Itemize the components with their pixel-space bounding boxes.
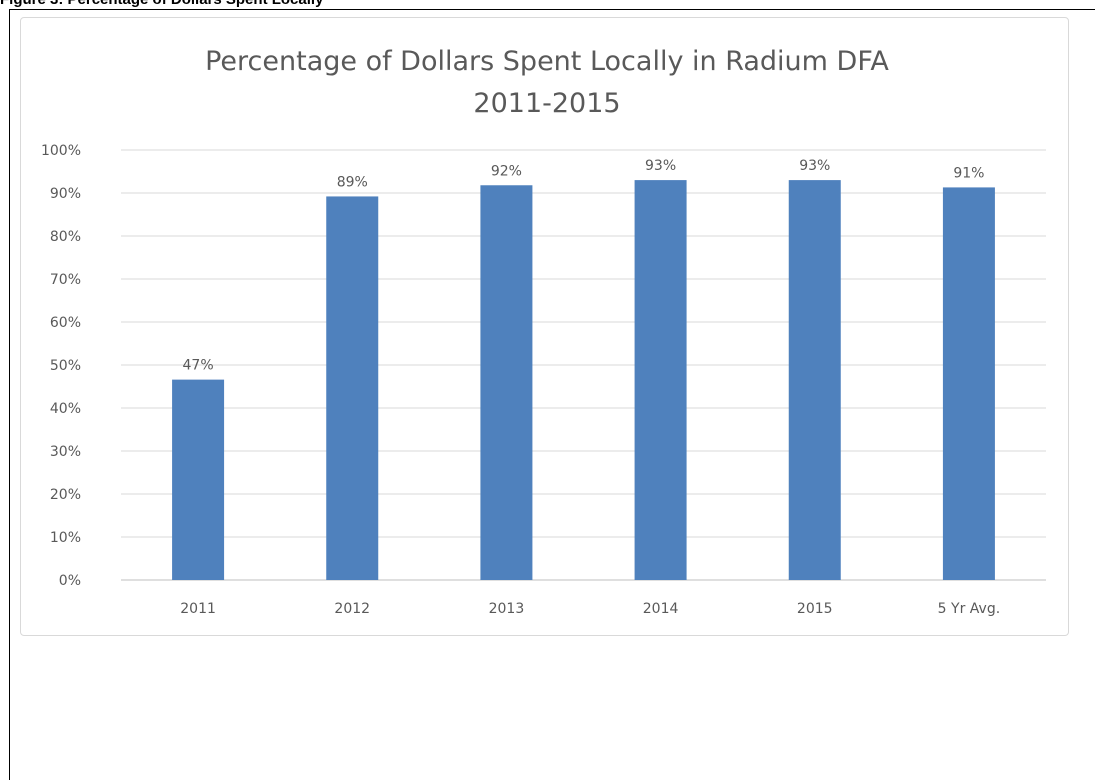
data-label: 93% [645, 158, 676, 174]
document-heading: Figure 3: Percentage of Dollars Spent Lo… [0, 0, 1097, 8]
bar [942, 187, 995, 580]
chart-subtitle: 2011-2015 [473, 88, 620, 119]
bar [634, 180, 687, 580]
y-tick-label: 80% [50, 229, 81, 245]
y-tick-label: 50% [50, 358, 81, 374]
data-label: 89% [337, 174, 368, 190]
y-tick-label: 70% [50, 272, 81, 288]
x-tick-label: 2012 [334, 601, 370, 617]
x-tick-label: 2014 [643, 601, 679, 617]
data-label: 93% [799, 158, 830, 174]
x-tick-label: 2015 [797, 601, 833, 617]
y-tick-label: 0% [59, 573, 81, 589]
x-tick-label: 5 Yr Avg. [938, 601, 1001, 617]
bar [480, 185, 533, 580]
data-labels: 47% 89% 92% 93% 93% 91% [183, 158, 985, 374]
chart-title: Percentage of Dollars Spent Locally in R… [205, 46, 889, 77]
y-tick-label: 100% [41, 143, 81, 159]
page-frame [9, 9, 1095, 780]
y-axis-ticks: 0% 10% 20% 30% 40% 50% 60% 70% 80% 90% 100% [41, 143, 81, 589]
x-tick-label: 2013 [489, 601, 525, 617]
chart-container: Percentage of Dollars Spent Locally in R… [20, 17, 1069, 636]
data-label: 92% [491, 163, 522, 179]
y-tick-label: 20% [50, 487, 81, 503]
data-label: 47% [183, 358, 214, 374]
x-axis-ticks: 2011 2012 2013 2014 2015 5 Yr Avg. [180, 601, 1000, 617]
bars [172, 180, 995, 580]
y-tick-label: 10% [50, 530, 81, 546]
data-label: 91% [953, 165, 984, 181]
bar [788, 180, 841, 580]
y-tick-label: 90% [50, 186, 81, 202]
bar [326, 196, 379, 580]
bar [172, 379, 225, 580]
bar-chart: Percentage of Dollars Spent Locally in R… [41, 46, 1046, 617]
y-tick-label: 30% [50, 444, 81, 460]
y-tick-label: 60% [50, 315, 81, 331]
x-tick-label: 2011 [180, 601, 216, 617]
y-tick-label: 40% [50, 401, 81, 417]
gridlines [121, 149, 1046, 581]
